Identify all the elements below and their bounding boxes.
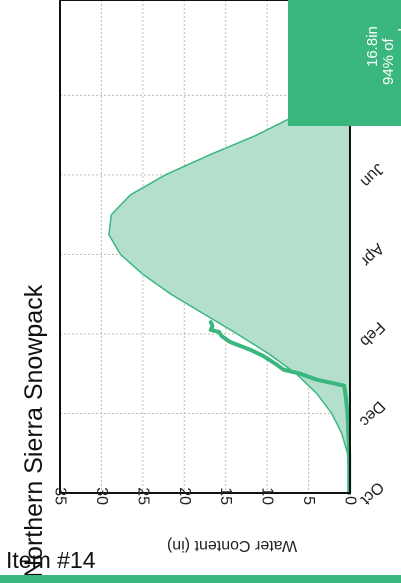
tick-label-month: Oct [357, 478, 387, 508]
tick-label-value: 30 [93, 487, 110, 505]
tick-label-value: 5 [300, 496, 317, 505]
tick-label-month: Apr [357, 240, 387, 270]
tick-label-value: 25 [134, 487, 151, 505]
tick-label-value: 10 [259, 487, 276, 505]
tick-label-value: 15 [217, 487, 234, 505]
badge-line-2: 94% of [380, 37, 397, 85]
x-tick-labels: OctDecFebAprJunAug [356, 79, 388, 508]
normal-area [108, 55, 350, 494]
current-line-group [208, 320, 352, 495]
y-tick-labels: 0 5 10 15 20 25 30 35 [52, 487, 359, 505]
tick-label-month: Feb [356, 318, 388, 350]
y-axis-title: Water Content (in) [167, 537, 297, 554]
tick-label-value: 35 [52, 487, 69, 505]
tick-label-month: Dec [356, 397, 388, 429]
normal-area-group [108, 55, 351, 494]
chart-title: Northern Sierra Snowpack [20, 284, 48, 578]
current-line [208, 320, 352, 495]
badge-line-1: 16.8in [364, 26, 381, 67]
plot-frame [59, 0, 351, 494]
status-badge: 16.8in 94% of normal [288, 0, 401, 126]
bottom-bar [0, 575, 401, 583]
tick-label-value: 0 [342, 496, 359, 505]
badge-line-3: normal [396, 28, 401, 74]
item-label: Item #14 [6, 547, 96, 573]
normal-area-outline [108, 55, 351, 494]
tick-label-month: Jun [357, 160, 387, 190]
tick-label-value: 20 [176, 487, 193, 505]
